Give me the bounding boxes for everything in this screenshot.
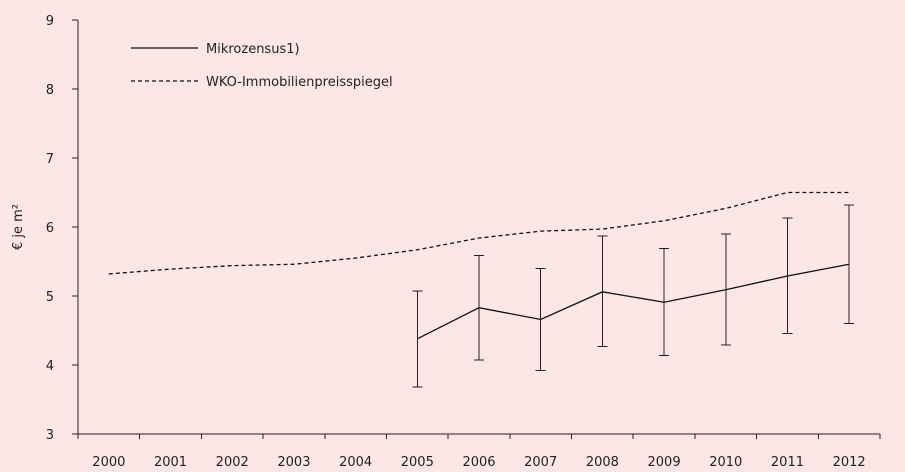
y-tick-label: 6 — [46, 221, 54, 236]
y-tick-label: 8 — [46, 83, 54, 98]
x-tick-label: 2000 — [92, 455, 125, 470]
x-tick-label: 2010 — [709, 455, 742, 470]
x-tick-label: 2007 — [524, 455, 557, 470]
series-line-mikrozensus — [417, 263, 850, 340]
error-bar — [474, 254, 484, 361]
x-tick-label: 2008 — [586, 455, 619, 470]
x-tick-label: 2005 — [401, 455, 434, 470]
legend-label: Mikrozensus1) — [206, 42, 300, 57]
error-bar — [535, 267, 546, 372]
y-tick-label: 3 — [46, 428, 54, 443]
error-bar — [412, 290, 423, 388]
x-tick-label: 2009 — [648, 455, 681, 470]
plot-area — [108, 191, 855, 388]
x-tick-label: 2006 — [462, 455, 495, 470]
x-tick-label: 2003 — [277, 455, 310, 470]
y-axis-ticks: 3 4 5 6 7 8 9 — [46, 14, 78, 443]
x-tick-label: 2004 — [339, 455, 372, 470]
y-tick-label: 9 — [46, 14, 54, 29]
error-bar — [844, 204, 855, 325]
legend: Mikrozensus1) WKO-Immobilienpreisspiegel — [131, 42, 393, 90]
error-bar — [659, 247, 670, 356]
legend-label: WKO-Immobilienpreisspiegel — [206, 75, 393, 90]
x-axis-ticks: 2000 2001 2002 2003 2004 2005 2006 2007 2008 2009… — [77, 434, 881, 470]
axes — [77, 20, 880, 435]
x-tick-label: 2012 — [833, 455, 866, 470]
y-axis-label: € je m² — [11, 204, 26, 250]
x-tick-label: 2001 — [154, 455, 187, 470]
y-tick-label: 4 — [46, 359, 54, 374]
error-bar — [597, 235, 608, 347]
y-tick-label: 5 — [46, 290, 54, 305]
error-bar — [720, 233, 731, 346]
error-bar — [782, 217, 793, 334]
x-tick-label: 2011 — [771, 455, 804, 470]
y-tick-label: 7 — [46, 152, 54, 167]
x-tick-label: 2002 — [216, 455, 249, 470]
